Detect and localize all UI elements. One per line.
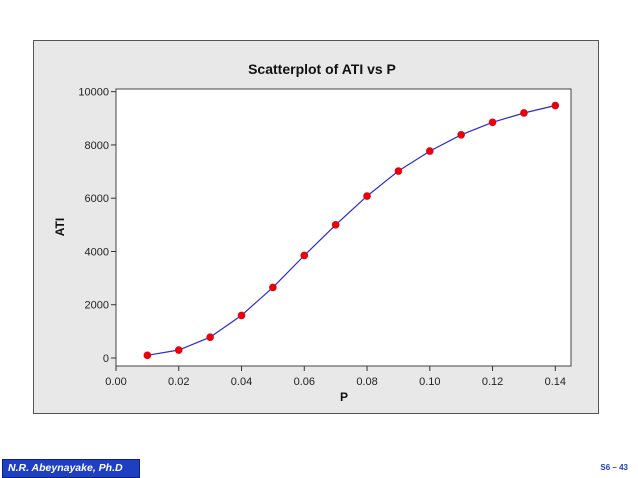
data-point xyxy=(269,283,277,292)
chart-frame: Scatterplot of ATI vs P P ATI 0.00 0.02 0.… xyxy=(33,40,599,414)
chart-title: Scatterplot of ATI vs P xyxy=(248,61,396,77)
x-tick-label: 0.08 xyxy=(356,376,377,388)
series-line xyxy=(147,104,556,356)
data-point xyxy=(237,311,246,320)
x-tick-label: 0.10 xyxy=(419,376,440,388)
x-axis-label: P xyxy=(340,390,348,404)
y-axis-label: ATI xyxy=(53,218,67,236)
data-point xyxy=(551,101,560,110)
x-tick-label: 0.12 xyxy=(482,376,503,388)
data-series xyxy=(143,101,560,360)
x-axis-ticks: 0.00 0.02 0.04 0.06 0.08 0.10 0.12 0.14 xyxy=(105,366,566,388)
y-tick-label: 10000 xyxy=(78,87,109,99)
author-badge: N.R. Abeynayake, Ph.D xyxy=(2,459,140,478)
data-point xyxy=(394,167,403,175)
data-point xyxy=(331,221,340,229)
y-tick-label: 0 xyxy=(103,353,109,365)
slide-number: S6 – 43 xyxy=(600,463,628,472)
x-tick-label: 0.00 xyxy=(105,376,126,388)
data-point xyxy=(300,251,309,260)
y-tick-label: 8000 xyxy=(85,140,109,152)
data-point xyxy=(174,346,183,354)
data-point xyxy=(206,333,214,342)
y-tick-label: 2000 xyxy=(85,300,109,312)
x-tick-label: 0.14 xyxy=(545,376,566,388)
data-point xyxy=(363,192,371,200)
y-tick-label: 6000 xyxy=(85,193,109,205)
y-tick-label: 4000 xyxy=(85,246,109,258)
data-point xyxy=(457,131,465,139)
scatterplot-chart: Scatterplot of ATI vs P P ATI 0.00 0.02 0.… xyxy=(53,61,572,404)
y-axis-ticks: 0 2000 4000 6000 8000 10000 xyxy=(78,87,116,365)
plot-area xyxy=(115,88,572,367)
x-tick-label: 0.04 xyxy=(231,376,252,388)
x-tick-label: 0.02 xyxy=(168,376,189,388)
data-point xyxy=(425,147,434,155)
x-tick-label: 0.06 xyxy=(294,376,315,388)
data-point xyxy=(520,109,528,117)
data-point xyxy=(488,118,497,127)
data-point xyxy=(143,351,152,360)
